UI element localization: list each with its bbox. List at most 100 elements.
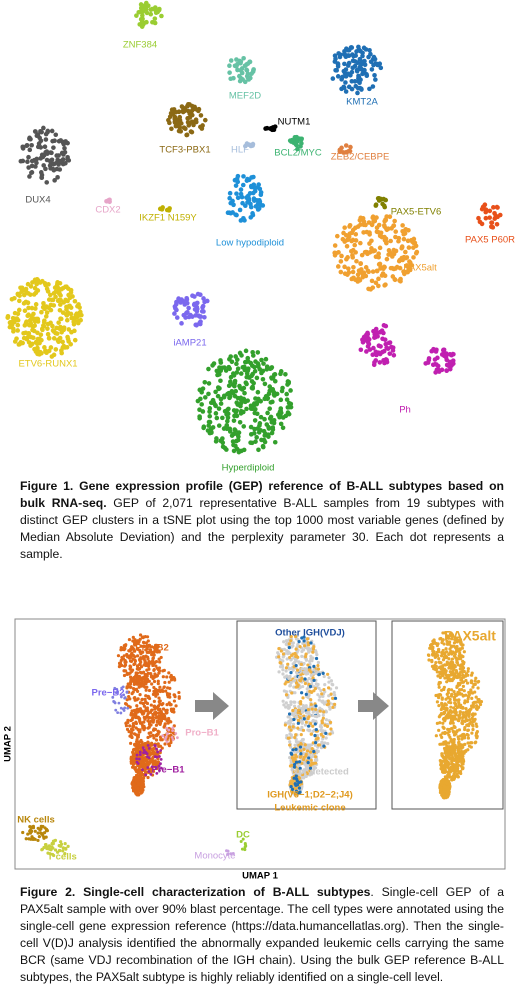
dot — [369, 238, 374, 244]
dot — [364, 229, 370, 235]
dot — [454, 768, 458, 772]
dot — [126, 682, 130, 686]
dot — [157, 744, 161, 748]
dot — [460, 646, 464, 650]
dot — [125, 652, 129, 657]
dot — [123, 696, 127, 700]
dot — [173, 123, 179, 129]
dot — [256, 430, 262, 435]
dot — [140, 656, 144, 660]
dot — [154, 738, 159, 742]
dot — [143, 765, 147, 769]
dot — [51, 167, 57, 173]
dot — [216, 406, 222, 411]
dot — [249, 440, 255, 446]
caption: Figure 1. Gene expression profile (GEP) … — [20, 478, 504, 563]
dot — [156, 742, 160, 746]
cluster-label: Hyperdiploid — [222, 463, 275, 474]
dot — [42, 345, 47, 350]
dot — [278, 406, 284, 411]
dot — [305, 771, 309, 775]
dot — [127, 672, 131, 676]
dot — [305, 668, 309, 672]
dot — [297, 660, 301, 664]
dot — [383, 217, 389, 223]
dot — [251, 174, 256, 180]
dot — [470, 696, 474, 700]
dot — [231, 202, 236, 208]
cell-label: PAX5alt — [444, 628, 496, 644]
dot — [363, 265, 369, 270]
dot — [441, 742, 445, 746]
dot — [231, 75, 236, 81]
dot — [44, 286, 50, 292]
dot — [384, 345, 390, 351]
dot — [346, 149, 352, 154]
dot — [370, 269, 376, 274]
dot — [347, 224, 352, 229]
dot — [458, 688, 462, 692]
dot — [60, 345, 66, 350]
dot — [220, 436, 225, 441]
dot — [384, 214, 389, 219]
dot — [9, 319, 15, 325]
dot — [16, 292, 22, 298]
dot — [157, 700, 161, 704]
dot — [174, 307, 179, 313]
dot — [259, 357, 264, 363]
dot — [241, 424, 247, 429]
dot — [166, 117, 171, 123]
dot — [183, 126, 188, 132]
dot — [447, 366, 453, 372]
dot — [156, 750, 160, 754]
dot — [43, 131, 49, 137]
dot — [114, 708, 118, 712]
caption-title: Figure 2. Single-cell characterization o… — [20, 885, 371, 899]
dot — [304, 720, 309, 724]
dot — [206, 366, 211, 372]
dot — [292, 776, 296, 780]
dot — [251, 353, 256, 358]
dot — [382, 237, 388, 243]
dot — [451, 669, 455, 673]
dot — [264, 364, 270, 369]
dot — [179, 297, 184, 302]
dot — [135, 704, 139, 708]
dot — [286, 400, 292, 406]
dot — [324, 718, 328, 722]
dot — [158, 660, 162, 664]
dot — [177, 114, 183, 120]
dot — [15, 328, 20, 333]
dot — [159, 757, 163, 761]
dot — [358, 48, 363, 54]
dot — [245, 75, 251, 81]
dot — [38, 332, 44, 338]
dot — [302, 639, 306, 643]
dot — [335, 64, 341, 69]
dot — [127, 637, 132, 642]
dot — [260, 203, 266, 208]
dot — [445, 692, 449, 696]
dot — [260, 444, 266, 450]
dot — [277, 414, 282, 420]
dot — [335, 74, 341, 79]
dot — [184, 310, 189, 316]
cell-label: Pre−B1 — [151, 765, 185, 776]
dot — [407, 260, 413, 265]
dot — [161, 734, 165, 738]
dot — [238, 395, 244, 401]
dot — [449, 694, 454, 698]
dot — [251, 198, 257, 203]
dot — [138, 750, 142, 754]
dot — [284, 690, 289, 694]
dot — [373, 203, 379, 208]
dot — [367, 47, 372, 53]
cluster-label: PAX5alt — [403, 263, 437, 274]
dot — [454, 650, 458, 654]
dot — [200, 386, 206, 391]
dot — [131, 750, 135, 754]
dot — [152, 653, 156, 657]
dot — [152, 751, 156, 755]
dot — [72, 298, 78, 304]
dot — [321, 716, 325, 720]
